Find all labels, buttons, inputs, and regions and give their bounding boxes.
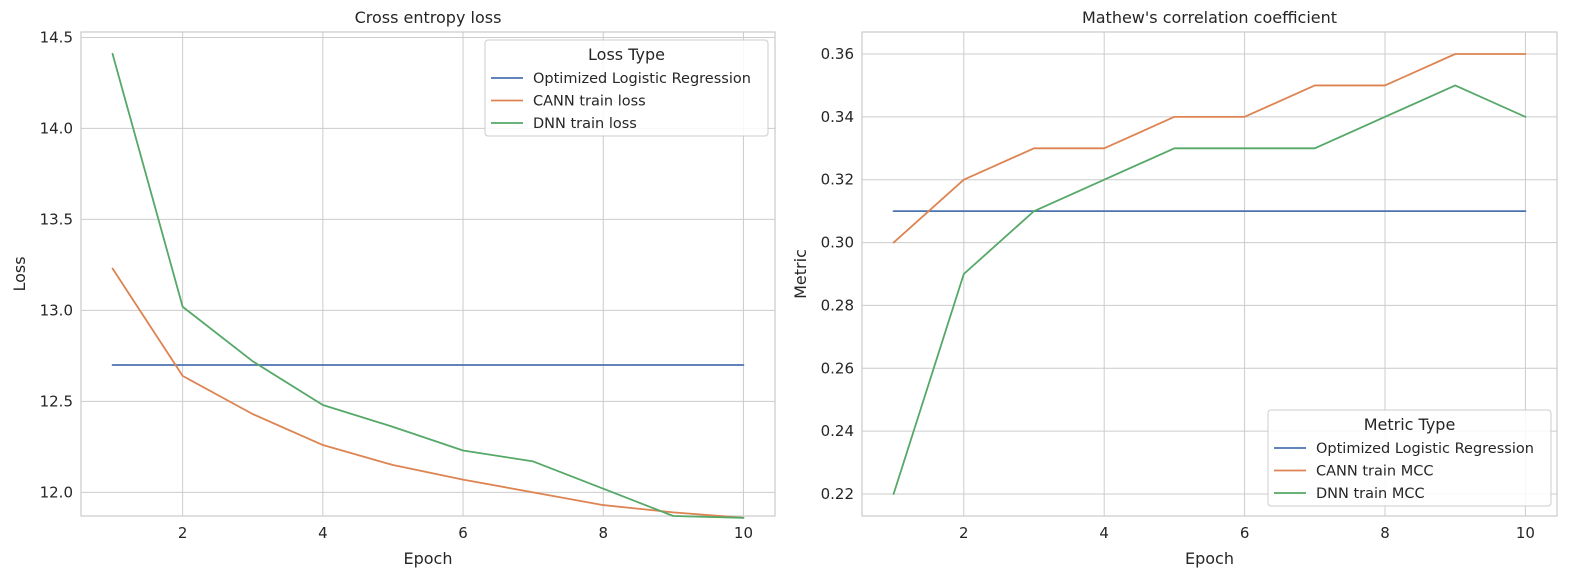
y-tick-label: 0.26 bbox=[821, 359, 854, 377]
x-axis-label: Epoch bbox=[404, 549, 453, 568]
chart-panel-2: 2 4 6 8 10 0.22 0.24 0.26 0.28 0.30 0.32 0.34 0.36 Ma… bbox=[791, 8, 1558, 568]
x-tick-label: 10 bbox=[1516, 524, 1535, 542]
y-tick-label: 13.5 bbox=[40, 210, 73, 228]
legend-label-2: CANN train MCC bbox=[1316, 464, 1433, 480]
x-tick-label: 6 bbox=[1240, 524, 1250, 542]
x-tick-label: 8 bbox=[1380, 524, 1390, 542]
legend-box bbox=[1267, 409, 1552, 507]
x-tick-label: 4 bbox=[318, 524, 328, 542]
legend-label-3: DNN train MCC bbox=[1316, 486, 1425, 502]
legend-box bbox=[484, 39, 769, 137]
y-tick-label: 0.32 bbox=[821, 171, 854, 189]
y-tick-label: 14.5 bbox=[40, 28, 73, 46]
y-axis-label: Metric bbox=[791, 249, 810, 299]
x-axis-label: Epoch bbox=[1185, 549, 1234, 568]
x-tick-label: 10 bbox=[734, 524, 753, 542]
y-tick-label: 14.0 bbox=[40, 119, 73, 137]
legend-label-1: Optimized Logistic Regression bbox=[1316, 441, 1534, 457]
legend-label-2: CANN train loss bbox=[533, 94, 646, 110]
chart-title: Mathew's correlation coefficient bbox=[1082, 8, 1337, 27]
x-tick-label: 2 bbox=[178, 524, 188, 542]
chart-panel-1: 2 4 6 8 10 12.0 12.5 13.0 13.5 14.0 14.5 Cross entr… bbox=[10, 8, 776, 568]
series-line-2 bbox=[892, 53, 1527, 244]
x-tick-label: 6 bbox=[458, 524, 468, 542]
legend-title: Metric Type bbox=[1364, 415, 1456, 434]
y-tick-label: 0.22 bbox=[821, 485, 854, 503]
y-tick-label: 0.34 bbox=[821, 108, 854, 126]
series-line-3 bbox=[892, 84, 1527, 495]
y-axis-label: Loss bbox=[10, 256, 29, 291]
x-tick-label: 8 bbox=[598, 524, 608, 542]
chart-title: Cross entropy loss bbox=[355, 8, 502, 27]
legend-label-3: DNN train loss bbox=[533, 116, 637, 132]
series-line-3 bbox=[111, 52, 745, 519]
y-tick-label: 12.0 bbox=[40, 483, 73, 501]
y-tick-label: 0.28 bbox=[821, 296, 854, 314]
x-tick-label: 4 bbox=[1099, 524, 1109, 542]
legend-title: Loss Type bbox=[588, 45, 665, 64]
axes-frame bbox=[861, 31, 1558, 517]
y-tick-label: 0.24 bbox=[821, 422, 854, 440]
legend: Metric Type Optimized Logistic Regression… bbox=[1267, 409, 1552, 507]
y-tick-label: 12.5 bbox=[40, 392, 73, 410]
y-tick-label: 13.0 bbox=[40, 301, 73, 319]
axes-frame bbox=[80, 31, 776, 517]
legend-label-1: Optimized Logistic Regression bbox=[533, 71, 751, 87]
x-tick-label: 2 bbox=[959, 524, 969, 542]
y-tick-label: 0.36 bbox=[821, 45, 854, 63]
legend: Loss Type Optimized Logistic Regression CA… bbox=[484, 39, 769, 137]
y-tick-label: 0.30 bbox=[821, 234, 854, 252]
series-line-2 bbox=[111, 267, 745, 519]
